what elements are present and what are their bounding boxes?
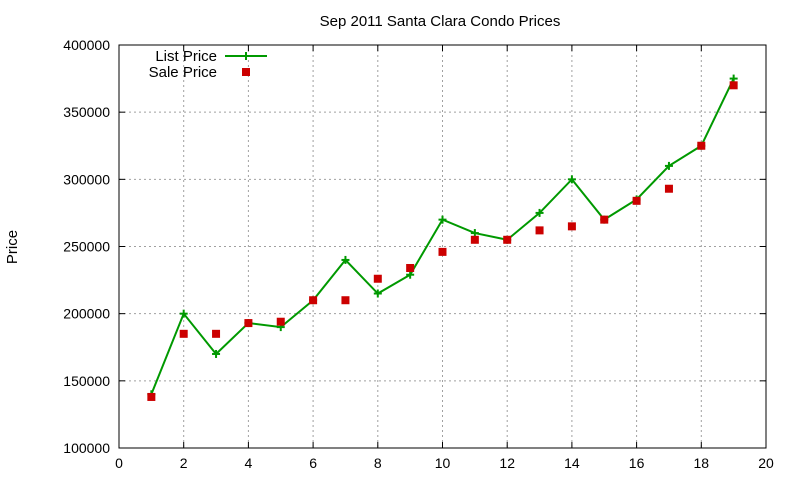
sale-price-point [600, 215, 609, 224]
x-tick-label: 6 [309, 455, 317, 471]
sale-price-point [664, 184, 673, 193]
sale-price-point [729, 81, 738, 90]
y-tick-label: 100000 [63, 440, 110, 456]
sale-price-point [503, 235, 512, 244]
list-price-point [341, 255, 350, 264]
legend-label-list-price: List Price [155, 48, 217, 65]
sale-price-point [406, 263, 415, 272]
x-tick-label: 8 [374, 455, 382, 471]
x-tick-label: 10 [435, 455, 451, 471]
grid-lines [119, 45, 766, 448]
y-tick-label: 200000 [63, 306, 110, 322]
x-tick-label: 16 [629, 455, 645, 471]
chart-title: Sep 2011 Santa Clara Condo Prices [320, 13, 561, 30]
sale-price-point [567, 222, 576, 231]
legend-label-sale-price: Sale Price [149, 64, 217, 81]
list-price-point [438, 215, 447, 224]
x-tick-label: 20 [758, 455, 774, 471]
list-price-point [729, 74, 738, 83]
list-price-point [470, 229, 479, 238]
sale-price-point [341, 296, 350, 305]
sale-price-point [212, 329, 221, 338]
sale-price-point [438, 247, 447, 256]
x-tick-label: 12 [499, 455, 515, 471]
sale-price-point [244, 319, 253, 328]
list-price-point [179, 309, 188, 318]
sale-price-point [697, 141, 706, 150]
sale-price-point [470, 235, 479, 244]
list-price-point [535, 208, 544, 217]
sale-price-point [309, 296, 318, 305]
legend-marker-sale-price [242, 68, 250, 76]
y-axis-title: Price [4, 230, 21, 264]
list-price-point [664, 161, 673, 170]
list-price-point [373, 289, 382, 298]
list-price-point [212, 349, 221, 358]
list-price-point [567, 175, 576, 184]
list-price-point [406, 270, 415, 279]
y-tick-label: 150000 [63, 373, 110, 389]
sale-price-point [632, 196, 641, 205]
sale-price-point [276, 317, 285, 326]
sale-price-point [373, 274, 382, 283]
x-tick-label: 0 [115, 455, 123, 471]
data-series [147, 74, 738, 401]
x-tick-label: 14 [564, 455, 580, 471]
x-tick-label: 4 [245, 455, 253, 471]
y-tick-label: 400000 [63, 37, 110, 53]
x-tick-label: 18 [694, 455, 710, 471]
y-tick-label: 350000 [63, 104, 110, 120]
y-tick-label: 250000 [63, 239, 110, 255]
sale-price-point [535, 226, 544, 235]
x-tick-label: 2 [180, 455, 188, 471]
legend-marker-list-price [242, 52, 250, 60]
y-tick-label: 300000 [63, 171, 110, 187]
sale-price-point [147, 392, 156, 401]
axis-ticks: 0 2 4 6 8 10 12 14 16 18 20 100000 150000 200000 25000… [63, 37, 774, 471]
sale-price-point [179, 329, 188, 338]
